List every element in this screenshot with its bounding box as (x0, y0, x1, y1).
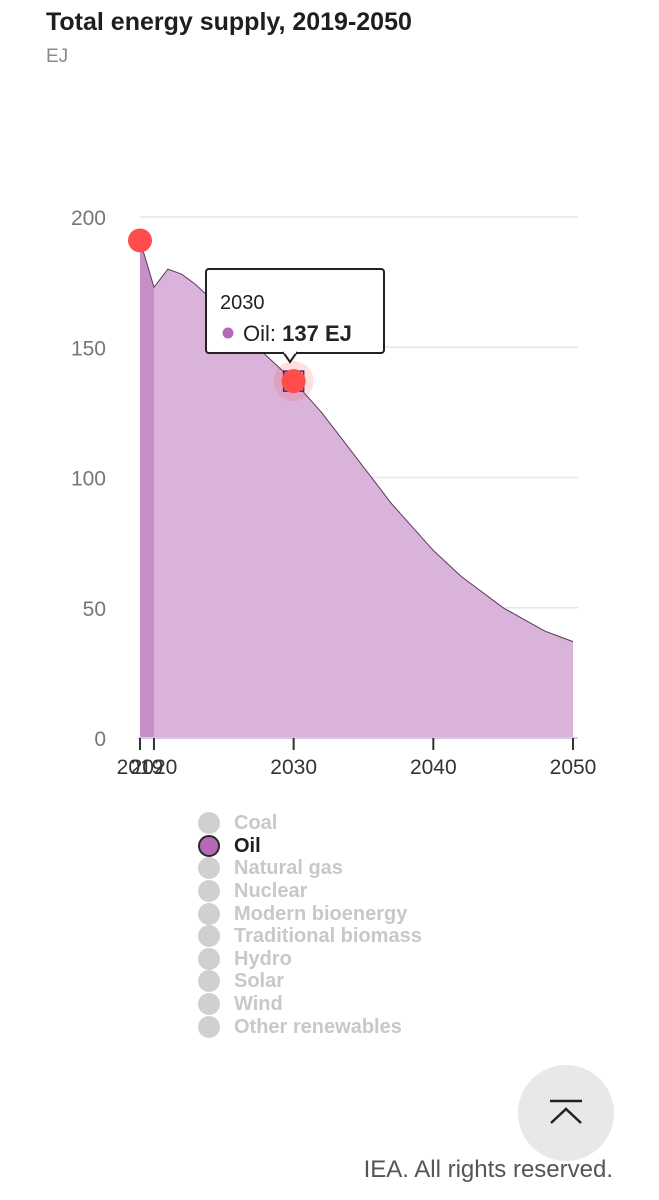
legend-dot (198, 857, 220, 880)
chevron-up-bar-icon (550, 1099, 582, 1124)
tooltip-value: 137 EJ (282, 321, 352, 346)
legend-label: Nuclear (234, 880, 308, 903)
chart-title: Total energy supply, 2019-2050 (46, 8, 412, 36)
oil-area[interactable] (140, 240, 573, 738)
legend-dot (198, 947, 220, 970)
legend-label: Oil (234, 834, 261, 857)
tooltip-value-line: Oil: 137 EJ (243, 321, 352, 346)
tooltip: 2030 Oil: 137 EJ (205, 268, 385, 364)
legend-dot (198, 970, 220, 993)
x-tick-label: 2030 (270, 756, 317, 779)
highlight-point[interactable] (281, 369, 306, 394)
legend-label: Natural gas (234, 857, 343, 880)
legend-item-other-renewables[interactable]: Other renewables (198, 1015, 422, 1038)
legend: Coal Oil Natural gas Nuclear Modern bioenerg… (198, 812, 422, 1038)
legend-item-traditional-biomass[interactable]: Traditional biomass (198, 925, 422, 948)
legend-label: Wind (234, 993, 283, 1016)
legend-item-nuclear[interactable]: Nuclear (198, 880, 422, 903)
oil-area-historic (140, 240, 154, 738)
legend-label: Modern bioenergy (234, 902, 408, 925)
legend-item-coal[interactable]: Coal (198, 812, 422, 835)
legend-label: Traditional biomass (234, 925, 422, 948)
x-tick-label: 2019 (117, 756, 164, 779)
legend-item-solar[interactable]: Solar (198, 970, 422, 993)
highlight-point[interactable] (128, 228, 152, 253)
scroll-to-top-button[interactable] (518, 1065, 614, 1161)
x-tick-label: 2040 (410, 756, 457, 779)
legend-item-natural-gas[interactable]: Natural gas (198, 857, 422, 880)
marker-layer (128, 228, 314, 402)
tooltip-year: 2030 (220, 292, 265, 314)
legend-dot (198, 1015, 220, 1038)
legend-dot (198, 902, 220, 925)
tooltip-series-name: Oil (243, 321, 270, 346)
area-layer (139, 240, 574, 738)
y-tick-label: 200 (71, 207, 106, 230)
legend-item-hydro[interactable]: Hydro (198, 947, 422, 971)
y-tick-label: 0 (94, 728, 106, 751)
legend-dot (198, 834, 220, 857)
chart-unit: EJ (46, 46, 69, 67)
tooltip-series-dot (222, 327, 234, 339)
legend-label: Other renewables (234, 1015, 402, 1038)
legend-label: Coal (234, 812, 278, 835)
tooltip-pointer (282, 351, 298, 364)
legend-item-oil[interactable]: Oil (198, 834, 422, 858)
y-tick-label: 50 (83, 598, 106, 621)
y-tick-label: 100 (71, 468, 106, 491)
x-tick-label: 2020 (131, 756, 178, 779)
legend-item-wind[interactable]: Wind (198, 993, 422, 1016)
copyright-footer: IEA. All rights reserved. (363, 1156, 613, 1183)
x-tick-label: 2050 (550, 756, 597, 779)
y-tick-label: 150 (71, 337, 106, 360)
legend-label: Solar (234, 970, 285, 993)
legend-label: Hydro (234, 947, 292, 970)
legend-item-modern-bioenergy[interactable]: Modern bioenergy (198, 902, 422, 925)
legend-dot (198, 812, 220, 835)
legend-dot (198, 880, 220, 903)
legend-dot (198, 993, 220, 1016)
legend-dot (198, 925, 220, 948)
